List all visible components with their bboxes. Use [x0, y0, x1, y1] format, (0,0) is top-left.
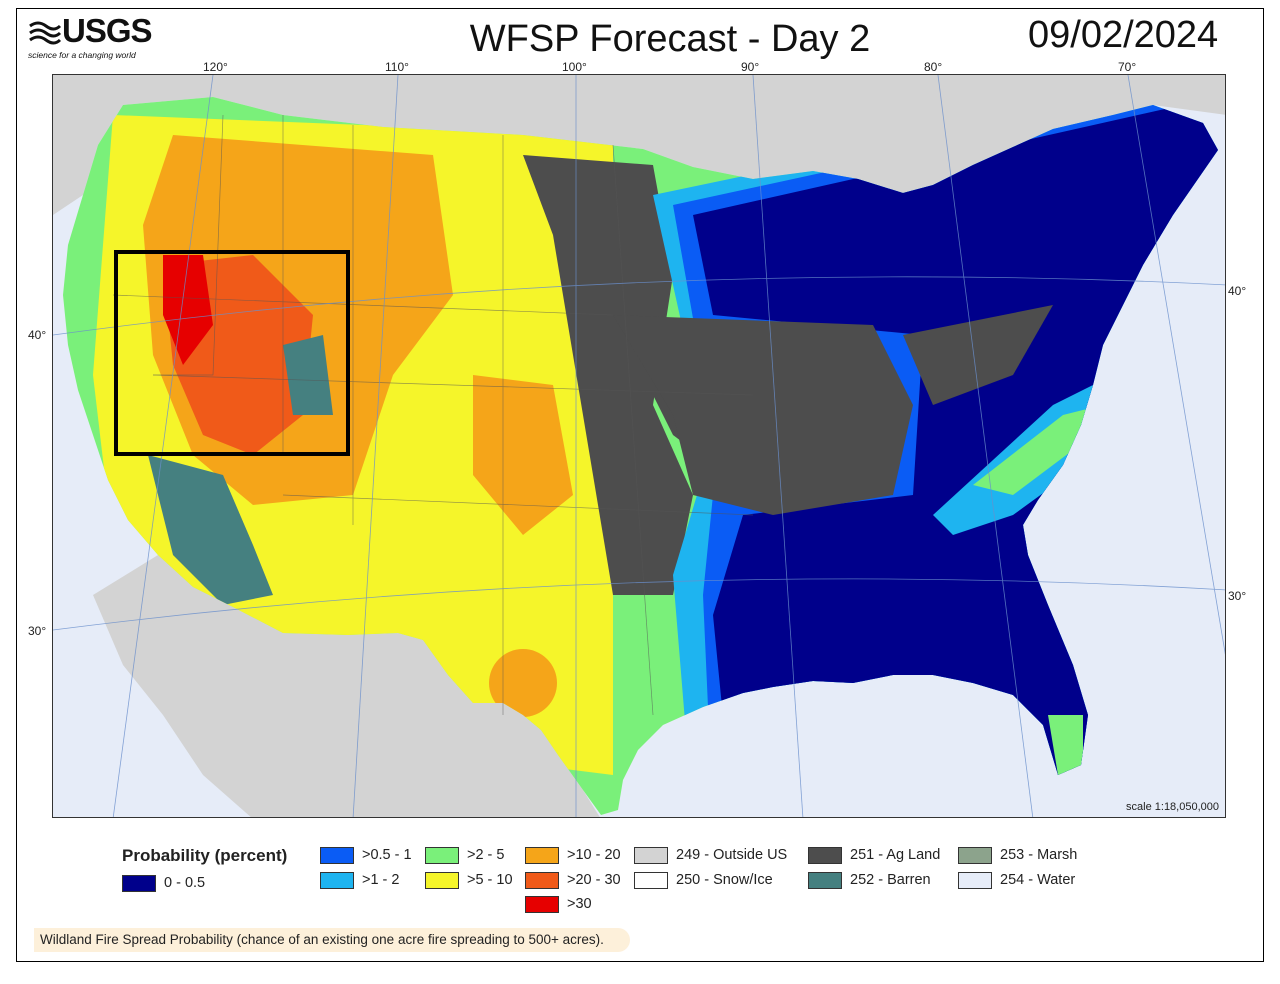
longitude-label: 110° [385, 60, 409, 74]
map-title: WFSP Forecast - Day 2 [469, 18, 871, 60]
legend-label: >20 - 30 [567, 872, 621, 888]
legend-swatch [425, 871, 459, 889]
legend-label: 250 - Snow/Ice [676, 872, 773, 888]
legend-label: >2 - 5 [467, 847, 505, 863]
legend-label: >0.5 - 1 [362, 847, 412, 863]
forecast-date: 09/02/2024 [1028, 14, 1219, 56]
legend-label: 0 - 0.5 [164, 875, 206, 891]
legend-swatch [320, 871, 354, 889]
legend-item: >20 - 30 [525, 870, 621, 890]
legend-item: 250 - Snow/Ice [634, 870, 773, 890]
legend-item: 253 - Marsh [958, 845, 1077, 865]
legend-swatch [958, 871, 992, 889]
legend-swatch [425, 846, 459, 864]
longitude-label: 100° [562, 60, 587, 74]
graticule [53, 75, 1225, 817]
latitude-label: 30° [1228, 589, 1247, 603]
latitude-label: 40° [1228, 284, 1247, 298]
logo-tagline: science for a changing world [28, 50, 136, 60]
latitude-label: 40° [28, 328, 47, 342]
latitude-label: 30° [28, 624, 47, 638]
legend-label: 253 - Marsh [1000, 847, 1078, 863]
map-graphic [53, 75, 1225, 817]
legend-swatch [320, 846, 354, 864]
legend-label: 251 - Ag Land [850, 847, 941, 863]
legend-swatch [808, 846, 842, 864]
legend-item: >1 - 2 [320, 870, 399, 890]
map-scale: scale 1:18,050,000 [1126, 801, 1219, 813]
usgs-logo: USGS science for a changing world [28, 12, 168, 62]
legend-swatch [808, 871, 842, 889]
map-caption: Wildland Fire Spread Probability (chance… [34, 928, 630, 952]
conus-fire-probability-map: scale 1:18,050,000 [52, 74, 1226, 818]
longitude-label: 120° [203, 60, 228, 74]
outside-us-north [53, 75, 1225, 215]
legend-item: 254 - Water [958, 870, 1075, 890]
legend-item: 249 - Outside US [634, 845, 787, 865]
probability-raster [63, 97, 1218, 815]
legend-label: 254 - Water [1000, 872, 1076, 888]
outside-us-south [93, 555, 600, 817]
legend-label: 252 - Barren [850, 872, 931, 888]
legend-swatch [525, 846, 559, 864]
legend-swatch [634, 846, 668, 864]
legend-swatch [525, 895, 559, 913]
longitude-label: 90° [741, 60, 760, 74]
usgs-wave-icon [29, 21, 62, 45]
highlight-box [114, 250, 350, 456]
legend-label: >1 - 2 [362, 872, 400, 888]
legend-item: 252 - Barren [808, 870, 931, 890]
legend-label: >30 [567, 896, 592, 912]
legend-item: >10 - 20 [525, 845, 621, 865]
legend-label: 249 - Outside US [676, 847, 788, 863]
legend-title: Probability (percent) [122, 846, 288, 865]
legend-swatch [634, 871, 668, 889]
legend-swatch [525, 871, 559, 889]
legend-swatch [122, 874, 156, 892]
legend-item: >2 - 5 [425, 845, 504, 865]
legend-item: >0.5 - 1 [320, 845, 412, 865]
legend-item: >5 - 10 [425, 870, 513, 890]
legend-label: >10 - 20 [567, 847, 621, 863]
legend-item: >30 [525, 894, 592, 914]
legend-swatch [958, 846, 992, 864]
longitude-label: 80° [924, 60, 943, 74]
logo-wordmark: USGS [62, 12, 153, 49]
legend-label: >5 - 10 [467, 872, 513, 888]
legend-item: 251 - Ag Land [808, 845, 940, 865]
longitude-label: 70° [1118, 60, 1137, 74]
legend-item: 0 - 0.5 [122, 873, 205, 893]
